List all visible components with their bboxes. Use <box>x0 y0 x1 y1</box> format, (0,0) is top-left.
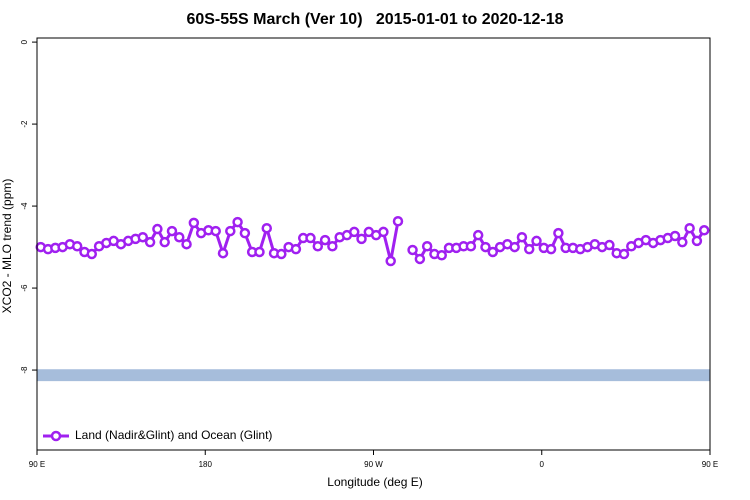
data-point <box>327 241 338 252</box>
data-point <box>152 223 163 235</box>
x-tick-label: 180 <box>199 460 213 469</box>
data-point <box>523 243 535 255</box>
data-point <box>210 225 221 237</box>
chart-title: 60S-55S March (Ver 10) 2015-01-01 to 202… <box>186 11 563 28</box>
data-point <box>254 246 265 258</box>
data-point <box>181 238 192 250</box>
data-point <box>516 231 528 243</box>
data-point <box>232 216 243 228</box>
plot-frame <box>36 37 711 451</box>
data-point <box>174 231 185 243</box>
x-tick-label: 90 E <box>702 460 718 469</box>
data-point <box>356 233 367 245</box>
reference-band <box>37 369 710 382</box>
data-point <box>480 241 491 253</box>
data-point <box>166 225 178 237</box>
y-tick-label: -6 <box>20 284 29 292</box>
data-point <box>691 235 703 247</box>
data-point <box>261 222 273 234</box>
data-point <box>188 217 200 229</box>
data-point <box>669 230 681 242</box>
data-point <box>698 225 710 236</box>
data-point <box>348 226 360 238</box>
data-point <box>276 248 287 260</box>
data-point <box>407 244 418 256</box>
data-point <box>225 225 236 237</box>
data-point <box>239 227 251 239</box>
data-point <box>421 241 433 252</box>
x-tick-label: 90 E <box>29 460 45 469</box>
data-point <box>144 236 156 248</box>
data-point <box>472 229 484 241</box>
data-point <box>305 232 316 244</box>
data-point <box>137 231 149 243</box>
data-point <box>545 243 557 255</box>
y-tick-label: -8 <box>20 366 29 374</box>
y-tick-label: 0 <box>20 39 29 44</box>
data-point <box>465 241 477 252</box>
data-point <box>312 241 324 252</box>
data-point <box>319 234 331 246</box>
x-tick-label: 90 W <box>364 460 383 469</box>
legend-label: Land (Nadir&Glint) and Ocean (Glint) <box>75 428 272 442</box>
data-point <box>618 248 630 260</box>
data-point <box>86 248 98 260</box>
data-point <box>385 255 396 267</box>
y-axis-title: XCO2 - MLO trend (ppm) <box>0 179 14 314</box>
data-point <box>392 215 404 227</box>
data-point <box>71 241 83 252</box>
data-point <box>677 236 688 248</box>
data-point <box>487 246 499 258</box>
data-point <box>436 250 447 261</box>
x-axis-title: Longitude (deg E) <box>327 475 422 489</box>
data-point <box>378 226 389 238</box>
y-tick-label: -4 <box>20 202 29 210</box>
data-point <box>604 239 615 251</box>
y-tick-label: -2 <box>20 120 29 128</box>
data-point <box>217 247 229 259</box>
data-point <box>159 236 170 248</box>
data-point <box>509 241 520 253</box>
data-point <box>531 235 542 247</box>
data-point <box>414 253 426 265</box>
legend-marker <box>50 430 62 442</box>
data-point <box>684 222 695 234</box>
data-point <box>290 243 302 255</box>
data-point <box>553 227 564 239</box>
x-tick-label: 0 <box>540 460 545 469</box>
